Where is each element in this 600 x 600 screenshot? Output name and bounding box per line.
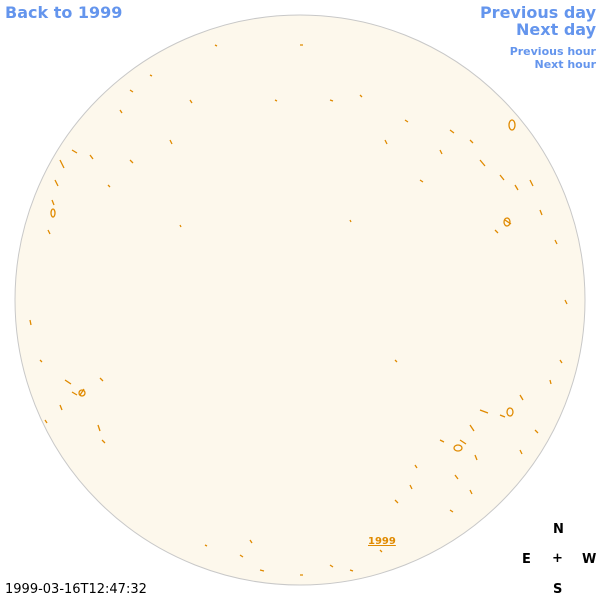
timestamp: 1999-03-16T12:47:32 xyxy=(5,582,147,597)
next-hour-link[interactable]: Next hour xyxy=(534,58,597,71)
previous-day-link[interactable]: Previous day xyxy=(479,3,596,22)
next-day-link[interactable]: Next day xyxy=(516,20,596,39)
year-link[interactable]: 1999 xyxy=(368,536,396,547)
compass-center: + xyxy=(552,551,563,566)
active-regions xyxy=(29,44,568,576)
compass-east: E xyxy=(522,552,531,567)
compass-south: S xyxy=(553,582,563,597)
compass-north: N xyxy=(553,522,564,537)
back-link[interactable]: Back to 1999 xyxy=(5,3,123,22)
compass-west: W xyxy=(582,552,597,567)
previous-hour-link[interactable]: Previous hour xyxy=(509,45,596,58)
